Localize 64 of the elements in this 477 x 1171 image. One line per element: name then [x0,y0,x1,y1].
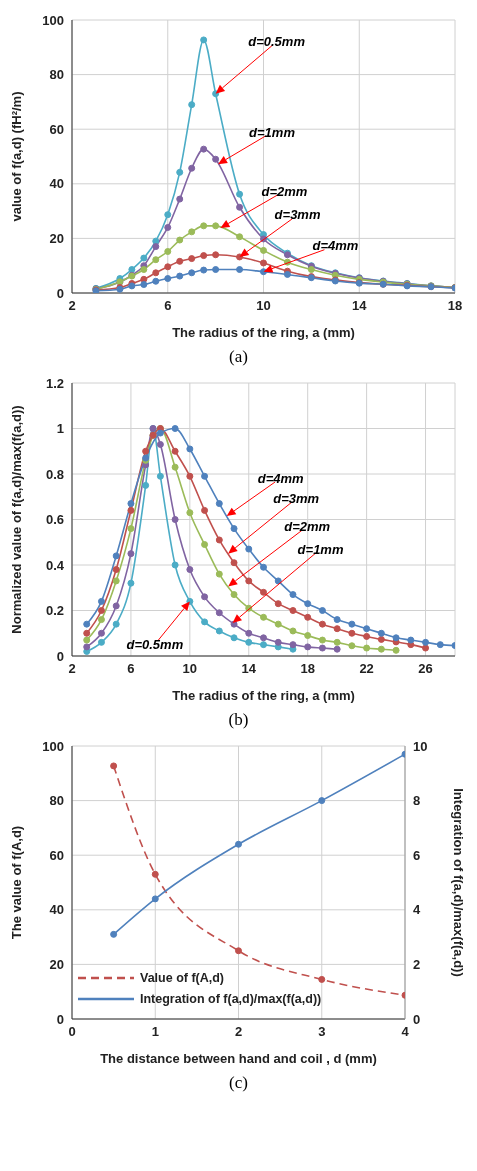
text: (b) [227,710,250,730]
y-tick-label: 0 [56,285,64,301]
annotation: d=2mm [284,518,331,534]
annotation: d=4mm [312,238,359,254]
x-tick-label: 2 [234,1024,243,1040]
annotation: d=0.5mm [126,636,184,652]
y-tick-label: 60 [49,847,64,863]
annotation: d=0.5mm [248,34,306,50]
x-tick-label: 1 [151,1024,159,1040]
y2-tick-label: 0 [413,1011,421,1027]
y-tick-label: 1.2 [45,375,64,391]
y-tick-label: 80 [49,67,64,83]
x-tick-label: 22 [359,661,374,677]
x-tick-label: 6 [164,298,172,314]
x-tick-label: 14 [352,298,368,314]
x-tick-label: 3 [318,1024,326,1040]
y-tick-label: 40 [49,176,64,192]
x-tick-label: 26 [418,661,433,677]
y-tick-label: 20 [49,957,64,973]
x-tick-label: 14 [241,661,257,677]
y-axis-title: Normalized value of f(a,d)/max(f(a,d)) [8,405,24,634]
text: (c) [228,1073,249,1093]
y-tick-label: 0 [56,648,64,664]
y-axis-title: value of f(a,d) (fH²/m) [8,91,24,222]
x-axis-title: The distance between hand and coil , d (mm) [100,1051,377,1066]
text: (a) [228,347,249,367]
x-tick-label: 10 [182,661,198,677]
y2-tick-label: 6 [413,847,421,863]
y-tick-label: 0.8 [45,466,64,482]
x-tick-label: 4 [401,1024,410,1040]
y-tick-label: 80 [49,793,64,809]
x-tick-label: 18 [300,661,315,677]
y-tick-label: 0.4 [45,557,65,573]
legend-label: Value of f(A,d) [140,970,225,985]
y-tick-label: 100 [42,12,64,28]
y-tick-label: 60 [49,121,64,137]
y-tick-label: 0.2 [45,603,64,619]
x-tick-label: 18 [447,298,463,314]
x-tick-label: 0 [68,1024,76,1040]
y-axis-title: The value of f(A,d) [8,825,24,940]
annotation: d=1mm [297,541,344,557]
annotation: d=4mm [257,470,305,486]
y-tick-label: 100 [42,738,64,754]
y2-tick-label: 4 [413,902,421,918]
y-tick-label: 20 [49,231,64,247]
y2-tick-label: 2 [413,957,421,973]
x-tick-label: 10 [256,298,271,314]
annotation: d=3mm [273,491,320,507]
y-tick-label: 0 [56,1011,64,1027]
x-axis-title: The radius of the ring, a (mm) [172,325,355,340]
x-tick-label: 6 [127,661,135,677]
annotation: d=3mm [274,207,321,223]
x-tick-label: 2 [68,298,76,314]
annotation: d=1mm [249,124,296,140]
legend-label: Integration of f(a,d)/max(f(a,d)) [140,991,322,1006]
y2-tick-label: 8 [413,793,421,809]
y-tick-label: 1 [56,421,64,437]
annotation: d=2mm [261,183,308,199]
y-tick-label: 40 [49,902,64,918]
x-axis-title: The radius of the ring, a (mm) [172,688,355,703]
y2-axis-title: Integration of f(a,d)/max(f(a,d)) [451,788,467,977]
y-tick-label: 0.6 [45,512,64,528]
y2-tick-label: 10 [413,738,428,754]
x-tick-label: 2 [68,661,76,677]
